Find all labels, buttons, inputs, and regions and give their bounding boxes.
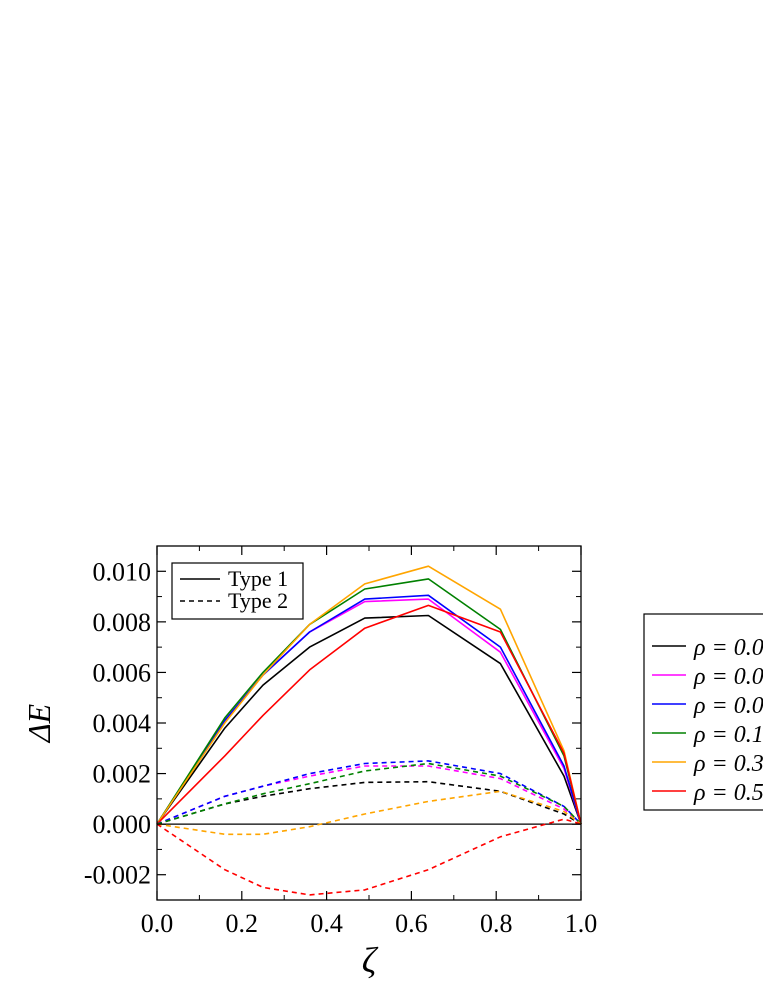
y-tick-label: -0.002 bbox=[84, 861, 151, 890]
x-tick-label: 1.0 bbox=[565, 909, 598, 938]
series-layer bbox=[156, 565, 582, 896]
series-line-type2-6 bbox=[156, 780, 582, 825]
series-line-type1-4 bbox=[156, 565, 582, 825]
series-line-type2-11 bbox=[156, 818, 582, 896]
x-axis-label: ζ bbox=[362, 940, 379, 980]
y-tick-label: 0.002 bbox=[93, 760, 152, 789]
rho-legend-label: ρ = 0.3 bbox=[693, 751, 763, 777]
y-tick-label: 0.000 bbox=[93, 810, 152, 839]
x-tick-label: 0.6 bbox=[395, 909, 428, 938]
series-line-type2-10 bbox=[156, 790, 582, 836]
series-line-type2-9 bbox=[156, 762, 582, 825]
rho-legend: ρ = 0.0 ρ = 0.0 ρ = 0.0 ρ = 0.1 ρ = 0.3 ρ = 0… bbox=[643, 613, 763, 811]
y-tick-label: 0.006 bbox=[93, 658, 152, 687]
x-tick-label: 0.4 bbox=[310, 909, 343, 938]
series-line-type2-8 bbox=[156, 760, 582, 825]
rho-legend-label: ρ = 0.0 bbox=[693, 664, 763, 690]
rho-legend-label: ρ = 0.1 bbox=[693, 722, 763, 748]
type-legend-box bbox=[171, 562, 304, 620]
rho-legend-label: ρ = 0.5 bbox=[693, 780, 763, 806]
y-tick-label: 0.004 bbox=[93, 709, 152, 738]
series-line-type1-5 bbox=[156, 604, 582, 825]
ticks-layer bbox=[156, 546, 582, 900]
y-tick-label: 0.010 bbox=[93, 557, 152, 586]
x-tick-label: 0.8 bbox=[480, 909, 513, 938]
series-line-type1-2 bbox=[156, 594, 582, 825]
type-legend-label: Type 2 bbox=[228, 588, 288, 613]
x-tick-label: 0.0 bbox=[141, 909, 174, 938]
series-line-type1-0 bbox=[156, 614, 582, 825]
series-line-type2-7 bbox=[156, 765, 582, 825]
y-tick-label: 0.008 bbox=[93, 608, 152, 637]
type-legend-label: Type 1 bbox=[228, 566, 288, 591]
labels-layer: 0.0 0.2 0.4 0.6 0.8 1.0 -0.002 0.000 0.002 0.004 0… bbox=[21, 557, 597, 980]
y-axis-label: ΔE bbox=[21, 703, 57, 744]
rho-legend-label: ρ = 0.0 bbox=[693, 635, 763, 661]
rho-legend-label: ρ = 0.0 bbox=[693, 693, 763, 719]
x-tick-label: 0.2 bbox=[226, 909, 259, 938]
